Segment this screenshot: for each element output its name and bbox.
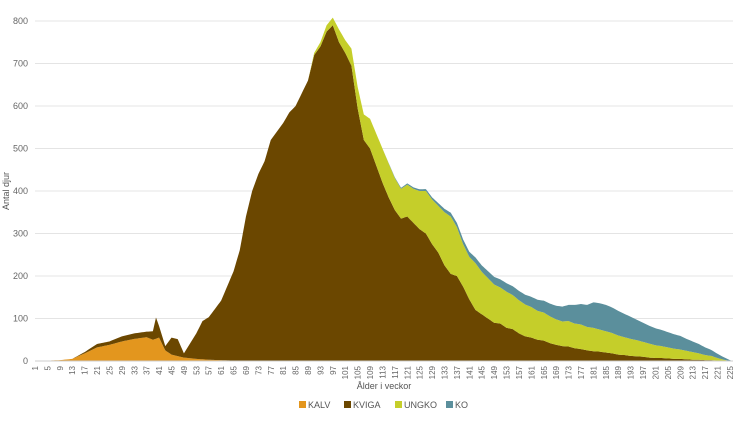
legend-item-ko[interactable]: KO: [446, 400, 468, 410]
x-tick-label: 185: [602, 365, 611, 379]
x-tick-label: 93: [316, 365, 325, 374]
x-tick-label: 5: [43, 365, 52, 370]
x-tick-label: 177: [577, 365, 586, 379]
y-tick-label: 100: [13, 314, 28, 324]
x-tick-label: 1: [31, 365, 40, 370]
x-tick-label: 153: [503, 365, 512, 379]
x-tick-label: 209: [676, 365, 685, 379]
x-tick-label: 73: [254, 365, 263, 374]
x-tick-label: 133: [440, 365, 449, 379]
x-tick-label: 69: [242, 365, 251, 374]
legend[interactable]: KALV KVIGA UNGKO KO: [299, 400, 468, 410]
x-tick-label: 17: [81, 365, 90, 374]
x-tick-label: 217: [701, 365, 710, 379]
x-tick-label: 25: [105, 365, 114, 374]
x-tick-label: 61: [217, 365, 226, 374]
x-tick-label: 81: [279, 365, 288, 374]
legend-label: UNGKO: [404, 400, 437, 410]
x-tick-label: 189: [614, 365, 623, 379]
x-tick-label: 165: [540, 365, 549, 379]
x-tick-label: 181: [589, 365, 598, 379]
x-tick-label: 101: [341, 365, 350, 379]
x-tick-labels: 1 5 9 13 17 21 25 29 33 37 41 45 49 53 57 61 65 69 73 77 81 8…: [31, 365, 735, 379]
x-tick-label: 65: [230, 365, 239, 374]
x-tick-label: 205: [664, 365, 673, 379]
x-tick-label: 121: [403, 365, 412, 379]
y-axis-title: Antal djur: [1, 172, 11, 210]
y-tick-label: 600: [13, 101, 28, 111]
y-tick-label: 500: [13, 144, 28, 154]
x-tick-label: 201: [651, 365, 660, 379]
y-tick-label: 700: [13, 59, 28, 69]
x-tick-label: 149: [490, 365, 499, 379]
x-tick-label: 41: [155, 365, 164, 374]
x-tick-label: 57: [205, 365, 214, 374]
x-tick-label: 113: [378, 365, 387, 378]
legend-item-kviga[interactable]: KVIGA: [344, 400, 381, 410]
x-tick-label: 109: [366, 365, 375, 379]
x-tick-label: 29: [118, 365, 127, 374]
x-tick-label: 161: [527, 365, 536, 379]
x-tick-label: 85: [292, 365, 301, 374]
legend-label: KO: [455, 400, 468, 410]
series-area-kviga[interactable]: [35, 25, 733, 361]
y-tick-label: 0: [23, 356, 28, 366]
x-tick-label: 9: [56, 365, 65, 370]
x-tick-label: 13: [68, 365, 77, 374]
x-tick-label: 221: [713, 365, 722, 379]
x-tick-label: 89: [304, 365, 313, 374]
x-tick-label: 225: [726, 365, 735, 379]
x-tick-label: 33: [130, 365, 139, 374]
y-tick-label: 800: [13, 16, 28, 26]
x-tick-label: 157: [515, 365, 524, 379]
x-tick-label: 193: [627, 365, 636, 379]
legend-swatch: [344, 401, 351, 408]
x-tick-label: 45: [167, 365, 176, 374]
x-tick-label: 137: [453, 365, 462, 379]
x-tick-label: 49: [180, 365, 189, 374]
y-tick-label: 200: [13, 271, 28, 281]
x-tick-label: 141: [465, 365, 474, 379]
y-tick-label: 300: [13, 229, 28, 239]
x-tick-label: 37: [143, 365, 152, 374]
x-tick-label: 213: [689, 365, 698, 379]
legend-label: KVIGA: [353, 400, 381, 410]
x-tick-label: 173: [565, 365, 574, 379]
x-tick-label: 21: [93, 365, 102, 374]
legend-swatch: [299, 401, 306, 408]
x-tick-label: 169: [552, 365, 561, 379]
legend-item-ungko[interactable]: UNGKO: [395, 400, 437, 410]
x-tick-label: 117: [391, 365, 400, 378]
x-tick-label: 129: [428, 365, 437, 379]
y-tick-labels: 0 100 200 300 400 500 600 700 800: [13, 16, 28, 366]
x-axis-title: Ålder i veckor: [357, 381, 412, 391]
x-tick-label: 105: [354, 365, 363, 379]
x-tick-label: 53: [192, 365, 201, 374]
x-tick-label: 145: [478, 365, 487, 379]
legend-label: KALV: [308, 400, 330, 410]
x-tick-label: 197: [639, 365, 648, 379]
x-tick-label: 125: [416, 365, 425, 379]
x-tick-label: 77: [267, 365, 276, 374]
x-tick-label: 97: [329, 365, 338, 374]
legend-swatch: [395, 401, 402, 408]
series-area-kalv[interactable]: [35, 337, 733, 361]
plot-area: [35, 17, 733, 361]
legend-swatch: [446, 401, 453, 408]
legend-item-kalv[interactable]: KALV: [299, 400, 330, 410]
y-tick-label: 400: [13, 186, 28, 196]
